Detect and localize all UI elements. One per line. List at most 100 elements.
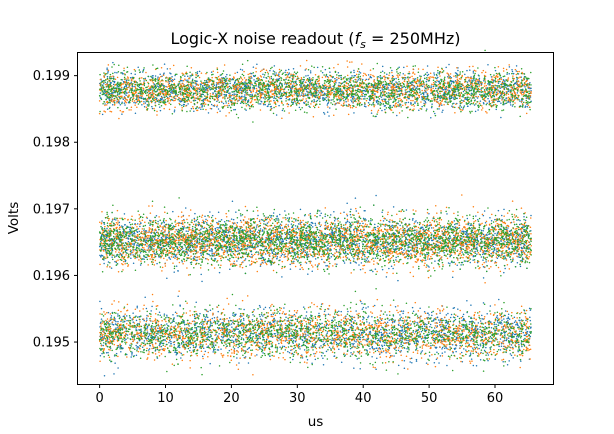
data-point: [126, 334, 129, 336]
data-point: [298, 106, 301, 109]
data-point: [209, 309, 212, 312]
data-point: [302, 306, 305, 308]
data-point: [103, 223, 106, 225]
data-point: [390, 331, 392, 333]
data-point: [495, 108, 497, 111]
data-point: [336, 325, 339, 328]
data-point: [466, 81, 469, 83]
data-point: [117, 367, 119, 369]
data-point: [350, 351, 352, 354]
data-point: [441, 317, 443, 320]
data-point: [516, 323, 519, 326]
data-point: [499, 338, 502, 340]
data-point: [134, 112, 137, 114]
data-point: [239, 68, 242, 71]
data-point: [364, 209, 366, 212]
data-point: [509, 353, 512, 355]
data-point: [370, 341, 373, 343]
data-point: [361, 308, 364, 310]
data-point: [347, 310, 349, 313]
data-point: [301, 357, 304, 359]
data-point: [333, 219, 336, 222]
data-point: [381, 65, 384, 68]
data-point: [151, 335, 154, 338]
data-point: [166, 277, 168, 279]
data-point: [379, 317, 381, 319]
data-point: [399, 314, 401, 316]
data-point: [343, 211, 345, 214]
data-point: [156, 262, 158, 265]
data-point: [459, 342, 461, 344]
data-point: [518, 326, 521, 328]
data-point: [366, 349, 368, 352]
data-point: [135, 354, 138, 357]
data-point: [354, 197, 357, 199]
data-point: [375, 368, 377, 370]
data-point: [358, 245, 361, 247]
data-point: [424, 259, 427, 261]
data-point: [122, 347, 124, 349]
data-point: [312, 238, 314, 241]
data-point: [435, 346, 438, 349]
data-point: [314, 343, 317, 345]
data-point: [112, 323, 115, 326]
data-point: [285, 316, 287, 318]
data-point: [228, 349, 231, 352]
data-point: [136, 230, 138, 233]
data-point: [226, 325, 228, 328]
data-point: [323, 310, 326, 313]
data-point: [129, 228, 131, 230]
data-point: [140, 222, 142, 224]
data-point: [149, 344, 151, 347]
data-point: [138, 329, 140, 331]
data-point: [181, 333, 184, 335]
data-point: [428, 314, 430, 316]
data-point: [424, 100, 427, 103]
data-point: [366, 251, 369, 253]
data-point: [366, 340, 368, 343]
data-point: [313, 352, 315, 355]
data-point: [318, 337, 321, 339]
data-point: [383, 344, 386, 346]
data-point: [420, 337, 423, 340]
data-point: [181, 260, 184, 263]
data-point: [167, 328, 169, 331]
data-point: [484, 326, 487, 328]
data-point: [346, 202, 348, 204]
data-point: [218, 327, 221, 329]
data-point: [327, 244, 329, 246]
data-point: [524, 219, 527, 221]
data-point: [397, 342, 399, 345]
data-point: [209, 211, 211, 213]
data-point: [293, 336, 295, 339]
data-point: [161, 348, 163, 350]
data-point: [502, 361, 504, 363]
data-point: [333, 317, 335, 319]
data-point: [476, 253, 478, 255]
data-point: [251, 319, 254, 321]
data-point: [495, 244, 497, 246]
data-point: [115, 219, 117, 221]
data-point: [105, 250, 107, 252]
data-point: [331, 232, 334, 234]
data-point: [402, 72, 404, 75]
data-point: [398, 334, 401, 337]
data-point: [293, 260, 295, 263]
data-point: [143, 340, 146, 342]
data-point: [454, 348, 456, 351]
data-point: [444, 351, 446, 353]
data-point: [397, 364, 400, 367]
data-point: [127, 240, 130, 243]
data-point: [450, 82, 453, 85]
data-point: [451, 343, 454, 346]
data-point: [279, 227, 282, 229]
data-point: [381, 211, 383, 213]
data-point: [516, 336, 518, 338]
data-point: [320, 345, 322, 347]
data-point: [337, 343, 340, 345]
data-point: [299, 208, 302, 211]
data-point: [434, 260, 436, 262]
data-point: [405, 209, 408, 211]
data-point: [216, 105, 218, 108]
